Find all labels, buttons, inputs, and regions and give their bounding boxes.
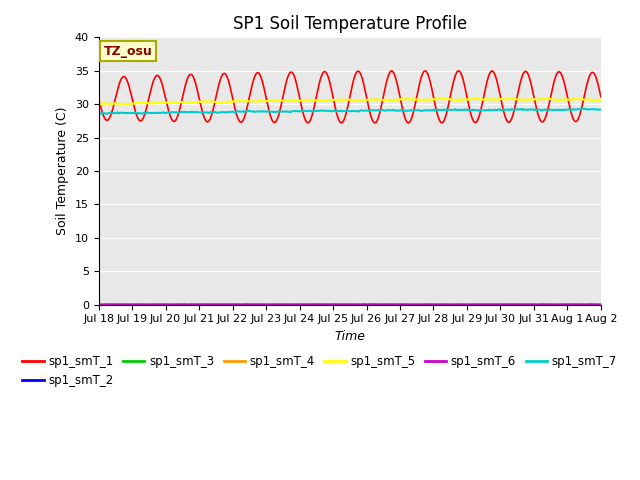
Line: sp1_smT_5: sp1_smT_5 xyxy=(99,98,601,105)
sp1_smT_7 xyxy=(127,110,135,116)
sp1_smT_3 xyxy=(597,301,605,307)
sp1_smT_4 xyxy=(454,301,462,307)
sp1_smT_1 xyxy=(355,68,362,74)
sp1_smT_7 xyxy=(452,108,460,113)
Line: sp1_smT_4: sp1_smT_4 xyxy=(99,304,601,305)
sp1_smT_6 xyxy=(167,302,175,308)
sp1_smT_3 xyxy=(218,301,226,307)
sp1_smT_3 xyxy=(95,302,102,308)
sp1_smT_3 xyxy=(596,301,604,307)
sp1_smT_2 xyxy=(596,302,604,308)
sp1_smT_2 xyxy=(95,301,102,307)
Legend: sp1_smT_1, sp1_smT_2, sp1_smT_3, sp1_smT_4, sp1_smT_5, sp1_smT_6, sp1_smT_7: sp1_smT_1, sp1_smT_2, sp1_smT_3, sp1_smT… xyxy=(18,351,621,392)
sp1_smT_3 xyxy=(355,301,362,307)
sp1_smT_2 xyxy=(127,301,135,307)
sp1_smT_4 xyxy=(596,301,604,307)
sp1_smT_4 xyxy=(531,302,539,308)
sp1_smT_5 xyxy=(596,97,604,103)
sp1_smT_1 xyxy=(337,120,345,126)
sp1_smT_3 xyxy=(127,301,135,307)
sp1_smT_5 xyxy=(355,98,362,104)
Text: TZ_osu: TZ_osu xyxy=(104,45,152,58)
Y-axis label: Soil Temperature (C): Soil Temperature (C) xyxy=(56,107,69,235)
sp1_smT_6 xyxy=(95,301,102,307)
sp1_smT_6 xyxy=(456,301,463,307)
sp1_smT_6 xyxy=(127,301,135,307)
sp1_smT_6 xyxy=(597,301,605,307)
sp1_smT_2 xyxy=(112,302,120,308)
sp1_smT_4 xyxy=(529,301,536,307)
sp1_smT_1 xyxy=(530,94,538,100)
sp1_smT_2 xyxy=(530,301,538,307)
sp1_smT_7 xyxy=(580,106,588,112)
sp1_smT_1 xyxy=(597,94,605,100)
sp1_smT_4 xyxy=(95,301,102,307)
sp1_smT_3 xyxy=(456,301,463,307)
sp1_smT_2 xyxy=(353,301,361,307)
sp1_smT_7 xyxy=(112,110,120,116)
sp1_smT_1 xyxy=(456,68,463,74)
sp1_smT_3 xyxy=(438,302,446,308)
sp1_smT_7 xyxy=(597,107,605,112)
sp1_smT_2 xyxy=(456,301,463,307)
sp1_smT_2 xyxy=(597,301,605,307)
sp1_smT_5 xyxy=(95,101,102,107)
sp1_smT_3 xyxy=(112,301,120,307)
sp1_smT_6 xyxy=(530,301,538,307)
sp1_smT_1 xyxy=(127,93,135,98)
sp1_smT_4 xyxy=(597,301,605,307)
sp1_smT_2 xyxy=(369,301,376,307)
sp1_smT_5 xyxy=(129,101,136,107)
sp1_smT_7 xyxy=(595,107,602,113)
sp1_smT_5 xyxy=(540,96,547,101)
Line: sp1_smT_2: sp1_smT_2 xyxy=(99,304,601,305)
Line: sp1_smT_1: sp1_smT_1 xyxy=(99,71,601,123)
sp1_smT_4 xyxy=(112,301,120,307)
X-axis label: Time: Time xyxy=(334,330,365,343)
sp1_smT_1 xyxy=(596,88,604,94)
sp1_smT_6 xyxy=(356,302,364,308)
sp1_smT_4 xyxy=(242,301,250,307)
sp1_smT_1 xyxy=(112,95,120,100)
sp1_smT_7 xyxy=(353,108,361,114)
sp1_smT_1 xyxy=(95,96,102,102)
Line: sp1_smT_6: sp1_smT_6 xyxy=(99,304,601,305)
Line: sp1_smT_7: sp1_smT_7 xyxy=(99,109,601,114)
sp1_smT_5 xyxy=(529,96,536,102)
sp1_smT_6 xyxy=(112,301,120,307)
sp1_smT_7 xyxy=(95,111,102,117)
sp1_smT_5 xyxy=(454,96,462,102)
sp1_smT_7 xyxy=(527,107,535,113)
sp1_smT_1 xyxy=(421,68,429,73)
sp1_smT_2 xyxy=(438,302,446,308)
sp1_smT_4 xyxy=(355,301,362,307)
sp1_smT_5 xyxy=(96,102,104,108)
sp1_smT_4 xyxy=(127,301,135,307)
sp1_smT_5 xyxy=(113,101,121,107)
sp1_smT_6 xyxy=(198,301,206,307)
Title: SP1 Soil Temperature Profile: SP1 Soil Temperature Profile xyxy=(233,15,467,33)
sp1_smT_5 xyxy=(597,97,605,103)
sp1_smT_3 xyxy=(530,301,538,307)
sp1_smT_6 xyxy=(596,301,604,307)
